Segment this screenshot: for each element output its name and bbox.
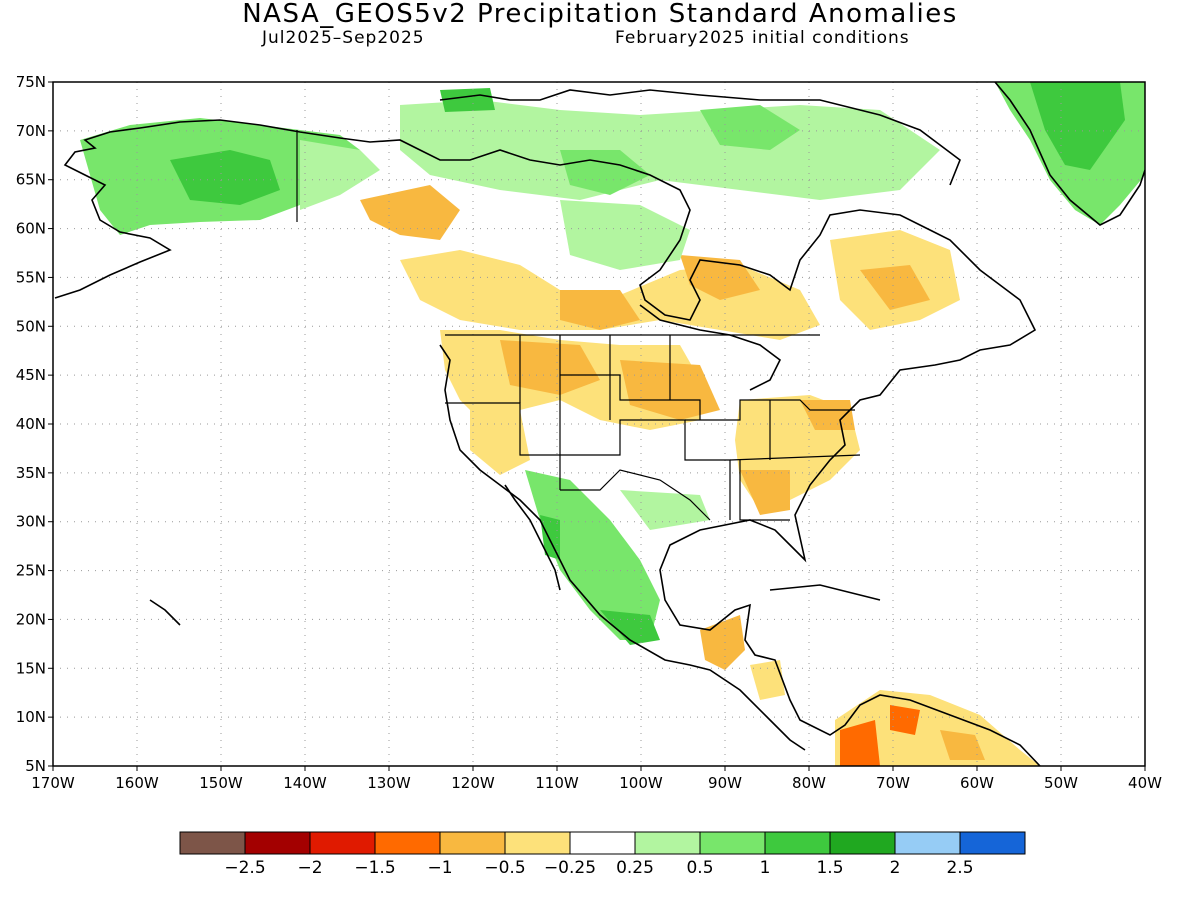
lon-tick-label: 60W	[960, 774, 994, 792]
colorbar-label: 1	[760, 858, 771, 878]
colorbar-label: −1.5	[354, 858, 395, 878]
lat-tick-label: 5N	[25, 757, 46, 775]
colorbar-swatch	[634, 831, 701, 855]
colorbar-swatch	[959, 831, 1026, 855]
lat-tick-label: 40N	[16, 415, 46, 433]
colorbar-labels: −2.5 −2 −1.5 −1 −0.5 −0.25 0.25 0.5 1 1.5 2 2.5	[224, 858, 973, 878]
colorbar-swatch	[894, 831, 961, 855]
lon-tick-label: 140W	[283, 774, 327, 792]
lon-tick-label: 70W	[876, 774, 910, 792]
lat-tick-label: 45N	[16, 366, 46, 384]
colorbar-swatch	[439, 831, 506, 855]
lon-tick-label: 40W	[1128, 774, 1162, 792]
lat-tick-label: 50N	[16, 317, 46, 335]
colorbar-label: −0.5	[484, 858, 525, 878]
lat-tick-label: 25N	[16, 562, 46, 580]
initial-conditions: February2025 initial conditions	[615, 28, 910, 48]
colorbar-swatch	[374, 831, 441, 855]
lon-tick-label: 110W	[535, 774, 579, 792]
colorbar-label: 0.5	[686, 858, 713, 878]
colorbar-swatch	[829, 831, 896, 855]
lon-tick-label: 100W	[619, 774, 663, 792]
lat-tick-label: 70N	[16, 122, 46, 140]
lon-tick-label: 90W	[708, 774, 742, 792]
lon-tick-label: 170W	[31, 774, 75, 792]
colorbar-label: 2	[890, 858, 901, 878]
latitude-ticks: 5N 10N 15N 20N 25N 30N 35N 40N 45N 50N 55N 60N 65N 70…	[16, 73, 53, 775]
colorbar-label: 0.25	[616, 858, 654, 878]
lon-tick-label: 120W	[451, 774, 495, 792]
lon-tick-label: 160W	[115, 774, 159, 792]
colorbar-label: −2.5	[224, 858, 265, 878]
colorbar	[179, 831, 1026, 855]
colorbar-swatch	[504, 831, 571, 855]
lat-tick-label: 65N	[16, 171, 46, 189]
lat-tick-label: 30N	[16, 513, 46, 531]
colorbar-label: −1	[427, 858, 452, 878]
lon-tick-label: 50W	[1044, 774, 1078, 792]
forecast-period: Jul2025–Sep2025	[262, 28, 425, 48]
political-borders	[296, 130, 861, 521]
lon-tick-label: 80W	[792, 774, 826, 792]
colorbar-label: 1.5	[816, 858, 843, 878]
colorbar-swatch	[699, 831, 766, 855]
colorbar-label: −0.25	[544, 858, 596, 878]
longitude-ticks: 170W 160W 150W 140W 130W 120W 110W 100W 90W 80W 70…	[31, 766, 1162, 792]
anomaly-field	[80, 82, 1145, 766]
colorbar-swatch	[764, 831, 831, 855]
colorbar-swatch	[179, 831, 246, 855]
coastlines	[54, 82, 1145, 766]
lat-tick-label: 20N	[16, 610, 46, 628]
lon-tick-label: 150W	[199, 774, 243, 792]
colorbar-swatch	[244, 831, 311, 855]
colorbar-swatch	[569, 831, 636, 855]
lat-tick-label: 15N	[16, 659, 46, 677]
colorbar-label: 2.5	[946, 858, 973, 878]
lat-tick-label: 10N	[16, 708, 46, 726]
lat-tick-label: 55N	[16, 268, 46, 286]
lat-tick-label: 35N	[16, 464, 46, 482]
colorbar-label: −2	[297, 858, 322, 878]
lat-tick-label: 60N	[16, 220, 46, 238]
lat-tick-label: 75N	[16, 73, 46, 91]
map-title: NASA_GEOS5v2 Precipitation Standard Anom…	[242, 0, 958, 29]
lon-tick-label: 130W	[367, 774, 411, 792]
colorbar-swatch	[309, 831, 376, 855]
